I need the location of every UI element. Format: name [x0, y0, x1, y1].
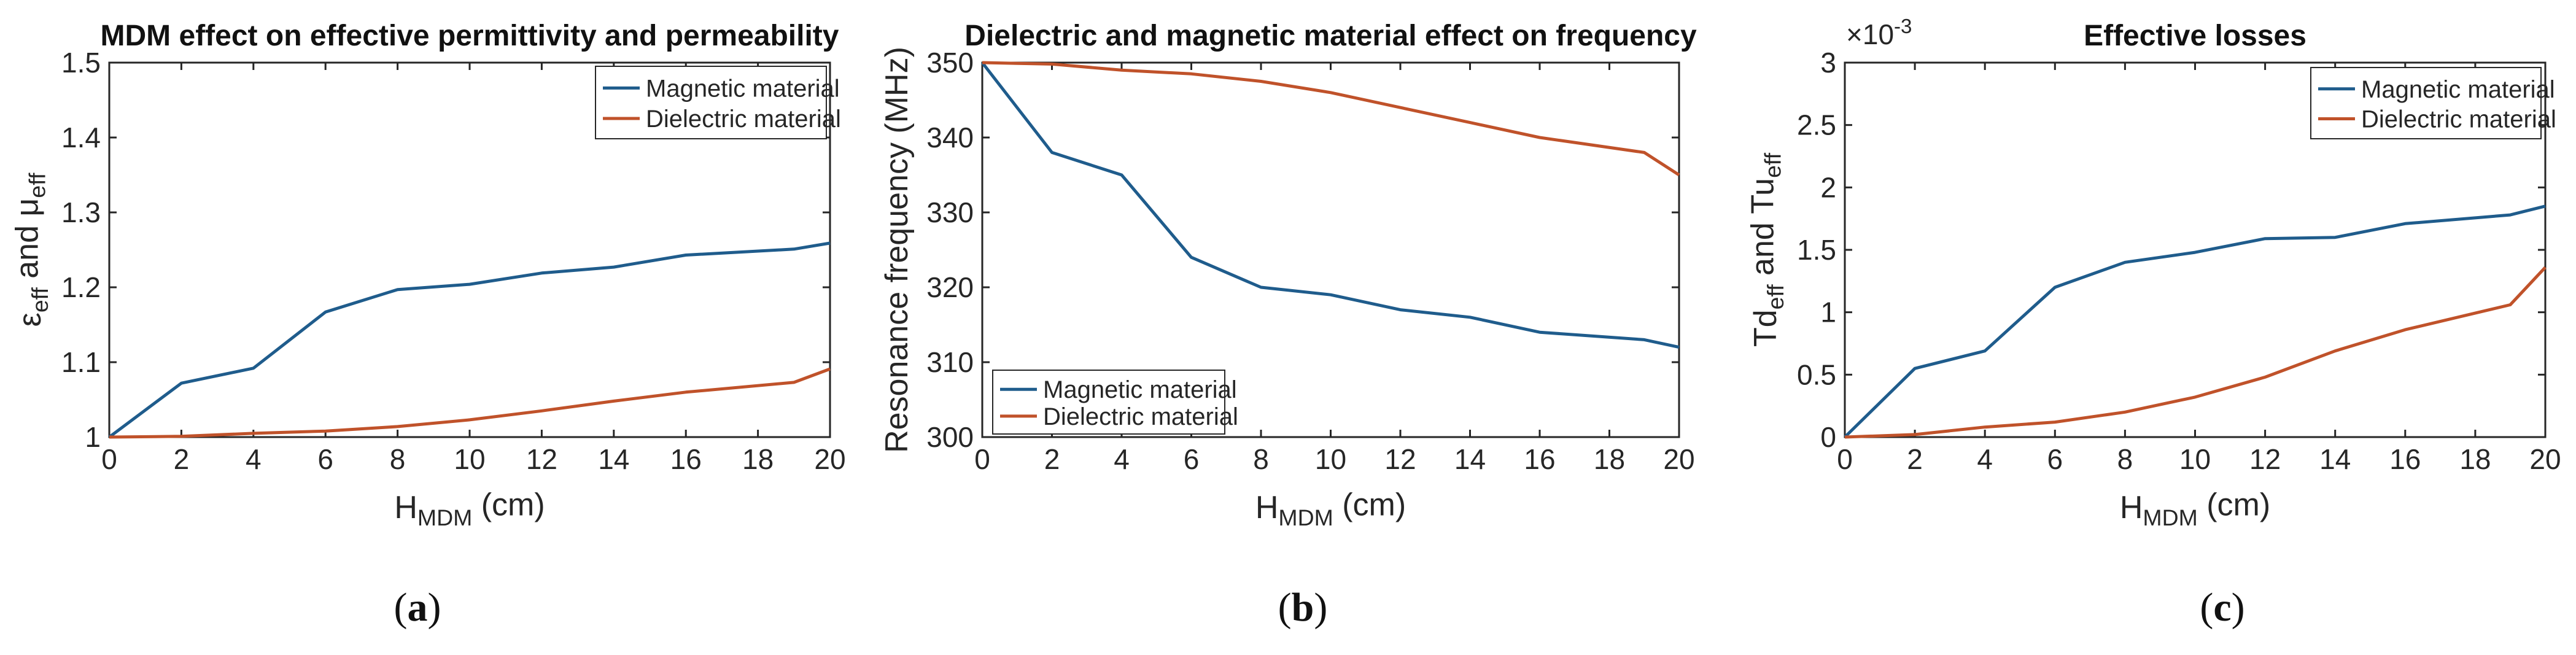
y-tick-label: 0.5 — [1797, 359, 1836, 390]
x-tick-label: 2 — [1907, 443, 1923, 475]
legend: Magnetic material Dielectric material — [595, 66, 841, 139]
x-tick-label: 20 — [2529, 443, 2561, 475]
y-tick-label: 2.5 — [1797, 109, 1836, 141]
x-tick-label: 14 — [2319, 443, 2351, 475]
panel-b-chart: 0 2 4 6 8 10 12 14 16 18 20300310320330340350Diele… — [879, 20, 1697, 530]
y-tick-label: 3 — [1820, 47, 1836, 79]
y-axis-label: Tdeff and Tueff — [1745, 152, 1788, 347]
legend-label-magnetic: Magnetic material — [646, 75, 840, 102]
y-tick-label: 300 — [926, 421, 974, 453]
y-tick-label: 1.3 — [61, 196, 101, 228]
series-line-magnetic — [108, 241, 831, 439]
chart-title: Dielectric and magnetic material effect … — [964, 20, 1697, 52]
y-tick-label: 1.2 — [61, 271, 101, 303]
x-tick-label: 0 — [974, 443, 990, 475]
x-tick-label: 20 — [1663, 443, 1694, 475]
x-tick-label: 4 — [1977, 443, 1993, 475]
series-line-dielectric — [982, 61, 1680, 177]
y-tick-label: 350 — [926, 47, 974, 79]
legend-box — [2310, 67, 2542, 139]
x-tick-label: 4 — [1114, 443, 1130, 475]
x-tick-label: 12 — [1384, 443, 1416, 475]
y-tick-label: 1 — [85, 421, 101, 453]
x-tick-label: 16 — [1524, 443, 1555, 475]
legend-label-magnetic: Magnetic material — [1043, 376, 1237, 403]
legend-box — [595, 66, 827, 139]
x-tick-label: 20 — [814, 443, 845, 475]
x-tick-label: 10 — [1315, 443, 1346, 475]
y-tick-label: 0 — [1820, 421, 1836, 453]
y-tick-label: 340 — [926, 122, 974, 153]
y-tick-label: 310 — [926, 346, 974, 378]
x-tick-label: 16 — [670, 443, 702, 475]
panel-label-c: (c) — [2200, 585, 2245, 630]
y-exponent-label: ×10-3 — [1846, 15, 1912, 50]
x-tick-label: 12 — [2249, 443, 2281, 475]
x-tick-label: 10 — [454, 443, 485, 475]
chart-title: Effective losses — [2084, 20, 2306, 52]
x-tick-label: 8 — [1253, 443, 1269, 475]
x-tick-label: 8 — [2117, 443, 2133, 475]
series-line-dielectric — [109, 367, 831, 439]
x-tick-label: 14 — [1454, 443, 1486, 475]
y-tick-label: 2 — [1820, 171, 1836, 203]
y-tick-label: 1 — [1820, 296, 1836, 328]
x-tick-label: 18 — [742, 443, 774, 475]
panel-label-b: (b) — [1278, 585, 1328, 630]
x-tick-label: 12 — [526, 443, 557, 475]
x-tick-label: 6 — [1184, 443, 1200, 475]
x-axis-label: HMDM (cm) — [394, 487, 545, 530]
x-tick-label: 10 — [2179, 443, 2211, 475]
x-tick-label: 4 — [246, 443, 262, 475]
x-tick-label: 18 — [2459, 443, 2491, 475]
series-line-magnetic — [1844, 204, 2546, 438]
y-tick-label: 320 — [926, 271, 974, 303]
x-tick-label: 6 — [2047, 443, 2063, 475]
legend-label-dielectric: Dielectric material — [1043, 403, 1238, 430]
series-line-magnetic — [981, 61, 1680, 349]
y-tick-label: 330 — [926, 196, 974, 228]
y-tick-label: 1.4 — [61, 122, 101, 153]
x-tick-label: 2 — [1044, 443, 1060, 475]
x-tick-label: 2 — [174, 443, 190, 475]
x-tick-label: 6 — [317, 443, 333, 475]
legend: Magnetic material Dielectric material — [2310, 67, 2556, 139]
panel-label-a: (a) — [394, 585, 441, 630]
series-line-dielectric — [1844, 266, 2547, 439]
legend-label-dielectric: Dielectric material — [646, 106, 841, 133]
legend-box — [992, 370, 1225, 435]
x-axis-label: HMDM (cm) — [2120, 487, 2270, 530]
y-tick-label: 1.5 — [61, 47, 101, 79]
x-tick-label: 8 — [390, 443, 406, 475]
legend-label-magnetic: Magnetic material — [2361, 76, 2555, 103]
chart-title: MDM effect on effective permittivity and… — [101, 20, 839, 52]
x-tick-label: 0 — [1837, 443, 1853, 475]
x-tick-label: 18 — [1594, 443, 1625, 475]
y-tick-label: 1.1 — [61, 346, 101, 378]
x-tick-label: 16 — [2389, 443, 2421, 475]
x-tick-label: 0 — [101, 443, 117, 475]
panel-c-chart: 0 2 4 6 8 10 12 14 16 18 20 0 0.5 1 1.5 2 2.5 3 ×10-3 Effec… — [1745, 15, 2561, 530]
y-axis-label: Resonance frequency (MHz) — [879, 47, 915, 453]
x-tick-label: 14 — [598, 443, 629, 475]
legend-label-dielectric: Dielectric material — [2361, 106, 2556, 133]
x-axis-label: HMDM (cm) — [1255, 487, 1406, 530]
y-axis-label: εeff and μeff — [9, 172, 53, 327]
y-tick-label: 1.5 — [1797, 234, 1836, 266]
